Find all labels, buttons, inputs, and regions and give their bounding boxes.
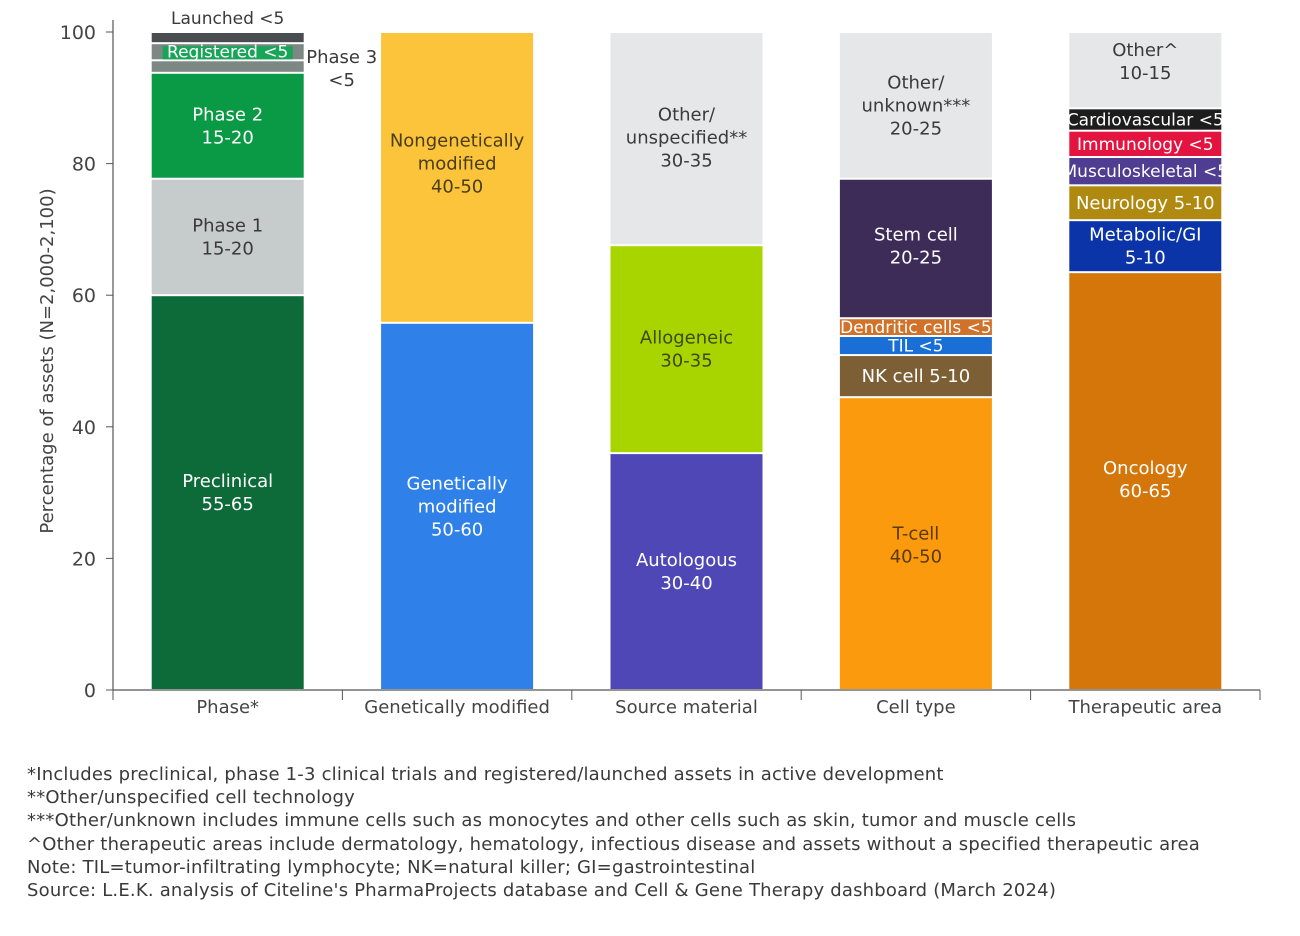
segment-label: Cardiovascular <5: [1067, 111, 1224, 131]
x-category-label: Phase*: [196, 697, 259, 718]
y-tick-label: 40: [72, 417, 96, 439]
footnote: ^Other therapeutic areas include dermato…: [27, 833, 1201, 855]
x-category-label: Cell type: [876, 697, 956, 718]
footnote: ***Other/unknown includes immune cells s…: [27, 810, 1077, 832]
bar-segment: [839, 179, 992, 318]
footnote: **Other/unspecified cell technology: [27, 787, 355, 809]
bar-segment: [151, 296, 304, 689]
segment-label: Launched <5: [171, 9, 284, 29]
footnotes: *Includes preclinical, phase 1-3 clinica…: [27, 763, 1200, 902]
segment-label: Autologous 30-40: [636, 550, 737, 594]
segment-label: Phase 3 <5: [306, 47, 377, 91]
bar-segment: [610, 454, 763, 689]
footnote: Note: TIL=tumor-infiltrating lymphocyte;…: [27, 856, 756, 878]
bar-segment: [839, 398, 992, 689]
y-tick-label: 0: [84, 680, 96, 702]
bar-segment: [610, 246, 763, 453]
stacked-bar-chart: 0 20 40 60 80 100 Percentage of assets (N=2,00…: [37, 9, 1261, 718]
x-category-label: Genetically modified: [364, 697, 550, 718]
bar-segment: [839, 319, 992, 335]
y-tick-label: 80: [72, 154, 96, 176]
footnote: *Includes preclinical, phase 1-3 clinica…: [27, 764, 944, 785]
bar-segment: [151, 61, 304, 72]
segment-label: Genetically modified 50-60: [407, 473, 508, 540]
segment-label: Nongenetically modified 40-50: [390, 131, 525, 198]
segment-label: Immunology <5: [1077, 135, 1214, 155]
bar-segment: [151, 33, 304, 43]
y-tick-label: 60: [72, 285, 96, 307]
bar-segment: [1069, 131, 1222, 157]
segment-label: Neurology 5-10: [1076, 193, 1215, 214]
bar-segment: [1069, 186, 1222, 220]
bar-segment: [610, 33, 763, 245]
segment-label: Phase 2 15-20: [192, 104, 263, 148]
segment-label: Preclinical 55-65: [182, 471, 273, 515]
bar-segment: [1069, 221, 1222, 272]
bar-segment: [1069, 109, 1222, 130]
y-tick-label: 20: [72, 548, 96, 570]
bar-segment: [839, 336, 992, 355]
segment-label: Registered <5: [167, 43, 288, 63]
segment-label: Allogeneic 30-35: [640, 328, 733, 372]
bar-segment: [381, 33, 534, 322]
label-background: [162, 46, 293, 60]
bar-segment: [839, 356, 992, 397]
segment-label: Dendritic cells <5: [840, 318, 992, 338]
segment-label: Musculoskeletal <5: [1063, 162, 1229, 182]
segment-label: Phase 1 15-20: [192, 215, 263, 259]
bar-segment: [151, 73, 304, 178]
bar-segment: [839, 33, 992, 178]
bar-segment: [381, 323, 534, 689]
segment-label: T-cell 40-50: [890, 524, 942, 568]
segment-label: Other/unknown*** 20-25: [862, 72, 971, 139]
segment-label: Other^ 10-15: [1112, 40, 1178, 84]
bar-segment: [1069, 33, 1222, 108]
bar-segment: [151, 179, 304, 295]
y-tick-label: 100: [60, 22, 96, 44]
segment-label: Oncology 60-65: [1103, 458, 1188, 502]
x-category-label: Source material: [615, 697, 758, 718]
segment-label: Metabolic/GI 5-10: [1089, 225, 1201, 269]
bar-segment: [1069, 273, 1222, 689]
segment-label: TIL <5: [887, 337, 943, 357]
bar-segment: [1069, 158, 1222, 185]
segment-label: Stem cell 20-25: [874, 224, 958, 268]
y-axis-label: Percentage of assets (N=2,000-2,100): [37, 188, 58, 533]
footnote: Source: L.E.K. analysis of Citeline's Ph…: [27, 880, 1057, 902]
segment-label: Other/unspecified** 30-35: [626, 104, 747, 171]
segment-label: NK cell 5-10: [862, 366, 971, 387]
x-category-label: Therapeutic area: [1067, 697, 1222, 718]
